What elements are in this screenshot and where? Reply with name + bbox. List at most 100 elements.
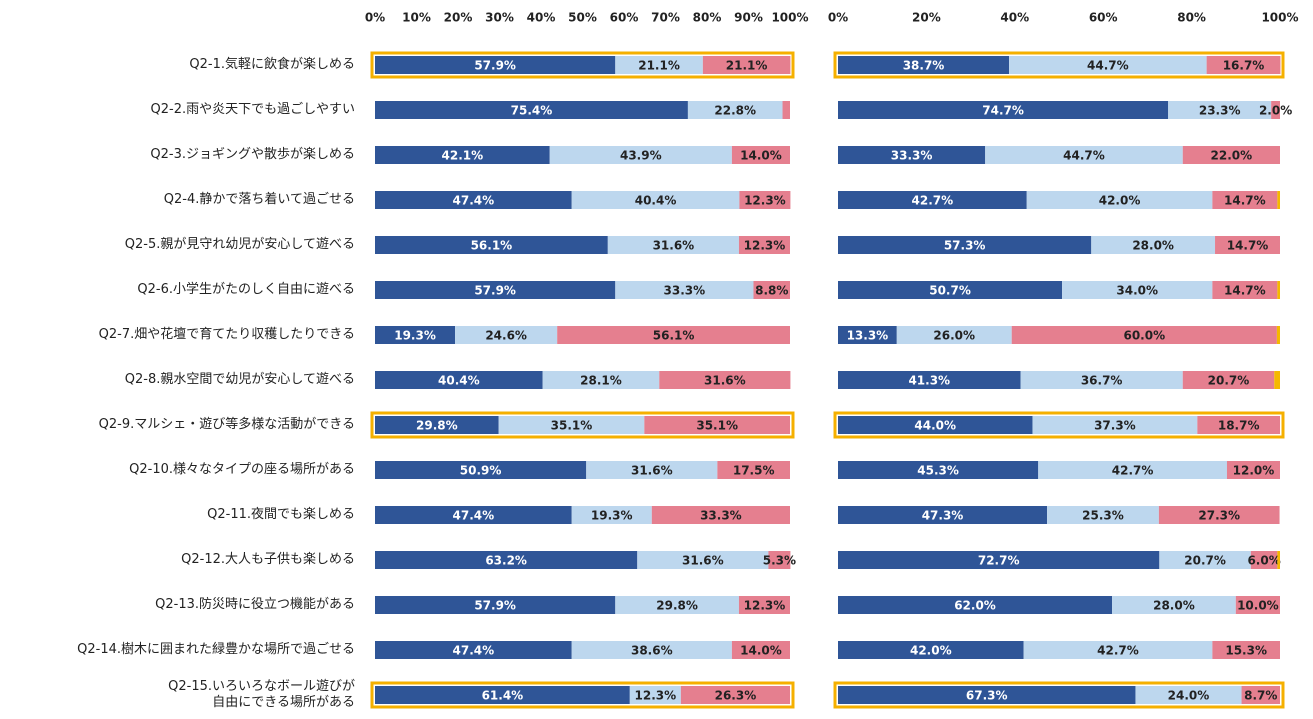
value-label: 14.7% [1224, 194, 1266, 208]
value-label: 61.4% [482, 689, 524, 703]
value-label: 5.3% [763, 554, 796, 568]
value-label: 42.7% [912, 194, 954, 208]
bar-segment [1250, 551, 1278, 569]
bar-segment [375, 326, 456, 344]
bar-segment [455, 326, 558, 344]
bar-segment [838, 191, 1027, 209]
bar-segment [739, 191, 791, 209]
value-label: 33.3% [891, 149, 933, 163]
bar-segment [1206, 56, 1281, 74]
x-tick-label: 40% [1000, 11, 1029, 25]
value-label: 10.0% [1237, 599, 1279, 613]
bar-segment [1277, 551, 1280, 569]
bar-segment [375, 641, 572, 659]
value-label: 21.1% [726, 59, 768, 73]
value-label: 42.0% [910, 644, 952, 658]
bar-segment [680, 686, 790, 704]
bar-segment [738, 236, 790, 254]
bar-segment [1023, 641, 1213, 659]
value-label: 20.7% [1208, 374, 1250, 388]
value-label: 75.4% [511, 104, 553, 118]
bar-segment [651, 506, 790, 524]
value-label: 31.6% [653, 239, 695, 253]
value-label: 60.0% [1123, 329, 1165, 343]
bar-segment [629, 686, 681, 704]
category-label: Q2-10.様々なタイプの座る場所がある [129, 462, 355, 477]
bar-segment [375, 461, 587, 479]
value-label: 47.4% [453, 509, 495, 523]
value-label: 47.4% [453, 194, 495, 208]
category-label: Q2-8.親水空間で幼児が安心して遊べる [124, 372, 355, 387]
bar-segment [1212, 191, 1278, 209]
value-label: 29.8% [656, 599, 698, 613]
value-label: 56.1% [653, 329, 695, 343]
value-label: 22.0% [1211, 149, 1253, 163]
x-tick-label: 70% [651, 11, 680, 25]
bar-segment [702, 56, 791, 74]
bar-segment [782, 101, 790, 119]
x-tick-label: 10% [402, 11, 431, 25]
bar-segment [731, 641, 790, 659]
bar-segment [375, 146, 550, 164]
value-label: 40.4% [438, 374, 480, 388]
value-label: 12.0% [1233, 464, 1275, 478]
value-label: 34.0% [1116, 284, 1158, 298]
highlight-box [370, 681, 795, 709]
value-label: 20.7% [1184, 554, 1226, 568]
bar-segment [1020, 371, 1183, 389]
value-label: 14.0% [740, 644, 782, 658]
bar-segment [644, 416, 790, 434]
bar-segment [571, 191, 740, 209]
x-tick-label: 0% [828, 11, 848, 25]
value-label: 26.3% [715, 689, 757, 703]
value-label: 12.3% [744, 599, 786, 613]
x-tick-label: 30% [485, 11, 514, 25]
bar-segment [1182, 371, 1275, 389]
category-label: Q2-13.防災時に役立つ機能がある [155, 597, 355, 612]
value-label: 38.6% [631, 644, 673, 658]
value-label: 38.7% [903, 59, 945, 73]
bar-segment [838, 371, 1021, 389]
bar-segment [557, 326, 790, 344]
value-label: 57.9% [474, 284, 516, 298]
bar-segment [615, 56, 703, 74]
value-label: 25.3% [1082, 509, 1124, 523]
value-label: 36.7% [1081, 374, 1123, 388]
category-label: Q2-4.静かで落ち着いて過ごせる [163, 192, 355, 207]
bar-segment [838, 146, 986, 164]
bar-segment [1241, 686, 1280, 704]
bar-segment [375, 101, 688, 119]
value-label: 24.6% [485, 329, 527, 343]
bar-segment [1271, 101, 1280, 119]
value-label: 62.0% [954, 599, 996, 613]
bar-segment [1277, 281, 1280, 299]
value-label: 45.3% [917, 464, 959, 478]
bar-segment [838, 326, 897, 344]
value-label: 44.7% [1087, 59, 1129, 73]
value-label: 47.4% [453, 644, 495, 658]
value-label: 67.3% [966, 689, 1008, 703]
value-label: 19.3% [394, 329, 436, 343]
value-label: 29.8% [416, 419, 458, 433]
bar-segment [838, 641, 1024, 659]
x-tick-label: 100% [1261, 11, 1298, 25]
bar-segment [838, 506, 1048, 524]
category-label: Q2-5.親が見守れ幼児が安心して遊べる [124, 237, 355, 252]
bar-segment [985, 146, 1183, 164]
value-label: 43.9% [620, 149, 662, 163]
category-label: Q2-2.雨や炎天下でも過ごしやすい [150, 102, 355, 117]
bar-segment [838, 461, 1039, 479]
bar-segment [1158, 506, 1280, 524]
value-label: 44.7% [1063, 149, 1105, 163]
category-label: Q2-3.ジョギングや散歩が楽しめる [150, 147, 355, 162]
bar-segment [375, 596, 616, 614]
value-label: 72.7% [978, 554, 1020, 568]
value-label: 12.3% [744, 194, 786, 208]
bar-segment [615, 596, 739, 614]
value-label: 18.7% [1218, 419, 1260, 433]
value-label: 57.9% [474, 599, 516, 613]
x-tick-label: 50% [568, 11, 597, 25]
category-label: Q2-9.マルシェ・遊び等多様な活動ができる [98, 417, 355, 432]
bar-segment [1212, 641, 1280, 659]
